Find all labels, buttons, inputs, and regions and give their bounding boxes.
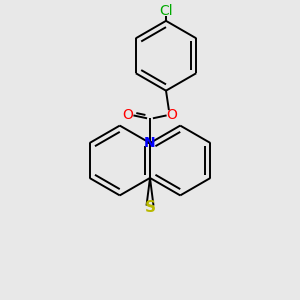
- Text: S: S: [145, 200, 155, 214]
- Text: O: O: [167, 108, 177, 122]
- Text: N: N: [144, 136, 156, 150]
- Text: O: O: [123, 108, 134, 122]
- Text: Cl: Cl: [159, 4, 173, 18]
